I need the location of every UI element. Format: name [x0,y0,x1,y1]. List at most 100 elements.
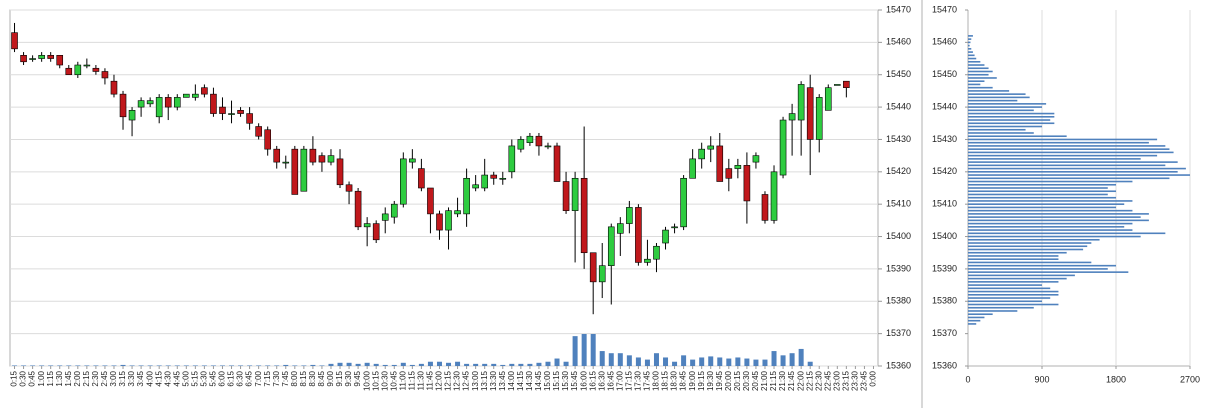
volume-bar [301,365,307,366]
x-tick-label: 14:15 [516,370,525,391]
candle-body [92,67,100,72]
x-tick-label: 1:45 [64,370,73,386]
x-tick-label: 11:45 [426,370,435,390]
x-tick-label: 9:30 [344,370,353,386]
x-tick-label: 10:45 [389,370,398,391]
x-tick-label: 3:15 [118,370,127,386]
profile-bar [968,294,1059,296]
y-tick-label: 15370 [886,328,911,338]
x-tick-label: 2:00 [73,370,82,386]
profile-bar [968,41,971,44]
x-tick-label: 5:45 [209,370,218,386]
candle-body [589,252,597,283]
candle-body [517,139,525,150]
volume-bar [518,363,524,366]
x-tick-label: 12:00 [435,370,444,391]
candle-body [409,158,416,163]
volume-bar [292,365,298,366]
profile-bar [968,271,1129,273]
x-tick-label: 17:15 [624,370,633,391]
candle-body [381,213,389,221]
volume-bar [762,359,768,366]
y-tick-label: 15360 [932,360,957,370]
y-tick-label: 15440 [886,101,911,111]
volume-bar [328,363,334,366]
candle-body [137,100,145,108]
profile-bar [968,44,970,47]
candle-body [427,187,434,215]
profile-bar [968,213,1149,215]
profile-bar [968,154,1158,157]
profile-bar [968,57,977,60]
volume-bar [681,355,687,366]
x-tick-label: 23:45 [860,370,869,391]
y-tick-label: 15450 [886,69,911,79]
volume-bar [563,361,569,366]
volume-bar [491,363,497,366]
profile-bar [968,274,1075,277]
candle-body [508,145,516,173]
candle-body [119,93,127,118]
volume-bar [256,365,262,366]
x-tick-label: 6:30 [236,370,245,386]
volume-bar [653,353,659,366]
candle-body [83,64,91,67]
profile-bar [968,164,1166,167]
volume-bar [717,357,723,366]
profile-bar [968,96,1030,99]
profile-bar [968,284,1042,286]
profile-bar [968,313,993,316]
candle-body [472,184,479,189]
profile-bar [968,203,1125,205]
candle-body [797,84,805,121]
candle-body [101,71,109,79]
x-tick-label: 6:15 [227,370,236,386]
y-tick-label: 15410 [886,199,911,209]
profile-bar [968,148,1170,150]
profile-bar [968,287,1051,290]
candle-body [824,87,832,111]
x-tick-label: 20:30 [742,370,751,391]
profile-bar [968,145,1166,147]
volume-bar [229,365,235,366]
candle-body [128,110,136,121]
y-tick-label: 15420 [932,166,957,176]
x-tick-label: 8:45 [317,370,326,386]
candle-body [598,265,606,283]
volume-bar [391,364,397,366]
profile-bar [968,187,1108,189]
candle-body [698,148,705,160]
volume-bar [409,364,415,366]
x-tick-label: 13:30 [489,370,498,391]
candle-body [481,174,488,189]
profile-bar [968,122,1055,125]
profile-bar [968,116,1055,118]
profile-bar [968,119,1051,121]
candle-body [788,113,796,121]
candle-body [526,135,534,143]
volume-bar [482,363,488,366]
x-tick-label: 0:00 [869,370,878,386]
x-tick-label: 10:30 [380,370,389,391]
candle-body [463,177,470,215]
volume-bar [617,353,623,366]
profile-bar [968,132,1034,134]
candle-body [237,110,244,114]
profile-bar [968,303,1059,306]
x-tick-label: 0 [965,374,970,384]
profile-bar [968,112,1055,115]
profile-bar [968,177,1170,180]
candle-body [20,55,27,63]
profile-bar [968,245,1088,248]
profile-bar [968,193,1108,196]
x-tick-label: 11:00 [398,370,407,390]
x-tick-label: 900 [1034,374,1049,384]
x-tick-label: 13:00 [471,370,480,391]
volume-bar [798,348,804,366]
profile-bar [968,77,997,79]
candle-body [273,148,281,163]
candle-body [164,97,172,108]
x-tick-label: 1:00 [37,370,46,386]
profile-bar [968,209,1133,212]
x-tick-label: 15:00 [543,370,552,391]
